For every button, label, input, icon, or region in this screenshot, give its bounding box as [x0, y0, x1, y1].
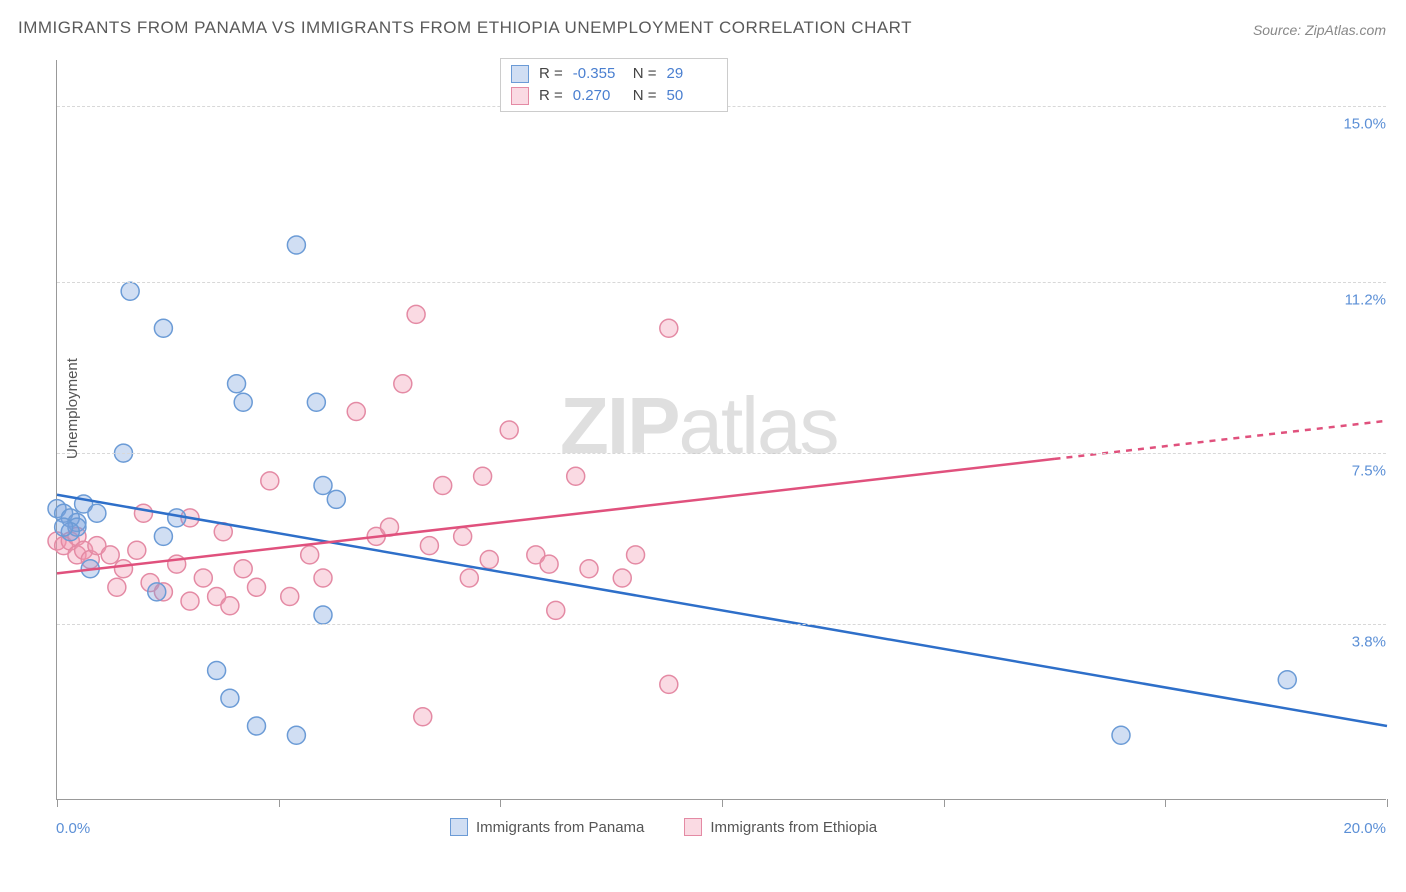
x-tick [279, 799, 280, 807]
data-point [248, 578, 266, 596]
data-point [347, 403, 365, 421]
data-point [221, 597, 239, 615]
data-point [208, 662, 226, 680]
legend-swatch [450, 818, 468, 836]
data-point [460, 569, 478, 587]
x-tick [57, 799, 58, 807]
data-point [115, 560, 133, 578]
legend-swatch [511, 87, 529, 105]
data-point [434, 477, 452, 495]
legend-series-label: Immigrants from Ethiopia [710, 819, 877, 836]
legend-r-value: 0.270 [573, 85, 623, 107]
data-point [228, 375, 246, 393]
chart-svg [57, 60, 1386, 799]
data-point [540, 555, 558, 573]
data-point [108, 578, 126, 596]
data-point [627, 546, 645, 564]
data-point [1278, 671, 1296, 689]
gridline [57, 282, 1386, 283]
data-point [420, 537, 438, 555]
x-tick [722, 799, 723, 807]
data-point [234, 560, 252, 578]
legend-series-label: Immigrants from Panama [476, 819, 644, 836]
data-point [314, 606, 332, 624]
legend-series: Immigrants from Panama Immigrants from Et… [450, 818, 877, 836]
legend-r-label: R = [539, 85, 563, 107]
data-point [480, 551, 498, 569]
legend-row: R = -0.355 N = 29 [511, 63, 717, 85]
source-attribution: Source: ZipAtlas.com [1253, 22, 1386, 38]
gridline [57, 453, 1386, 454]
data-point [134, 504, 152, 522]
data-point [1112, 726, 1130, 744]
x-tick [1165, 799, 1166, 807]
data-point [407, 305, 425, 323]
data-point [287, 726, 305, 744]
data-point [154, 319, 172, 337]
data-point [474, 467, 492, 485]
data-point [55, 518, 73, 536]
gridline [57, 624, 1386, 625]
data-point [414, 708, 432, 726]
data-point [314, 477, 332, 495]
data-point [148, 583, 166, 601]
legend-swatch [684, 818, 702, 836]
data-point [580, 560, 598, 578]
legend-n-value: 50 [667, 85, 717, 107]
data-point [221, 689, 239, 707]
data-point [547, 601, 565, 619]
legend-series-item: Immigrants from Panama [450, 818, 644, 836]
data-point [88, 504, 106, 522]
legend-series-item: Immigrants from Ethiopia [684, 818, 877, 836]
x-axis-max-label: 20.0% [1343, 820, 1386, 837]
data-point [613, 569, 631, 587]
legend-r-value: -0.355 [573, 63, 623, 85]
data-point [181, 592, 199, 610]
chart-title: IMMIGRANTS FROM PANAMA VS IMMIGRANTS FRO… [18, 18, 912, 38]
data-point [327, 490, 345, 508]
data-point [287, 236, 305, 254]
legend-r-label: R = [539, 63, 563, 85]
data-point [248, 717, 266, 735]
data-point [500, 421, 518, 439]
trend-line [57, 459, 1055, 573]
data-point [660, 319, 678, 337]
x-tick [944, 799, 945, 807]
data-point [301, 546, 319, 564]
data-point [101, 546, 119, 564]
x-tick [500, 799, 501, 807]
y-tick-label: 15.0% [1343, 116, 1386, 133]
data-point [454, 527, 472, 545]
x-tick [1387, 799, 1388, 807]
data-point [121, 282, 139, 300]
plot-area: 15.0% 11.2% 7.5% 3.8% [56, 60, 1386, 800]
data-point [660, 675, 678, 693]
y-tick-label: 3.8% [1352, 634, 1386, 651]
legend-n-label: N = [633, 85, 657, 107]
data-point [567, 467, 585, 485]
data-point [307, 393, 325, 411]
data-point [261, 472, 279, 490]
data-point [154, 527, 172, 545]
legend-n-value: 29 [667, 63, 717, 85]
legend-row: R = 0.270 N = 50 [511, 85, 717, 107]
legend-correlation: R = -0.355 N = 29 R = 0.270 N = 50 [500, 58, 728, 112]
data-point [234, 393, 252, 411]
legend-swatch [511, 65, 529, 83]
data-point [394, 375, 412, 393]
trend-line [57, 495, 1387, 726]
data-point [194, 569, 212, 587]
data-point [314, 569, 332, 587]
data-point [128, 541, 146, 559]
legend-n-label: N = [633, 63, 657, 85]
data-point [281, 588, 299, 606]
y-tick-label: 11.2% [1345, 292, 1386, 309]
x-axis-min-label: 0.0% [56, 820, 90, 837]
y-tick-label: 7.5% [1352, 463, 1386, 480]
